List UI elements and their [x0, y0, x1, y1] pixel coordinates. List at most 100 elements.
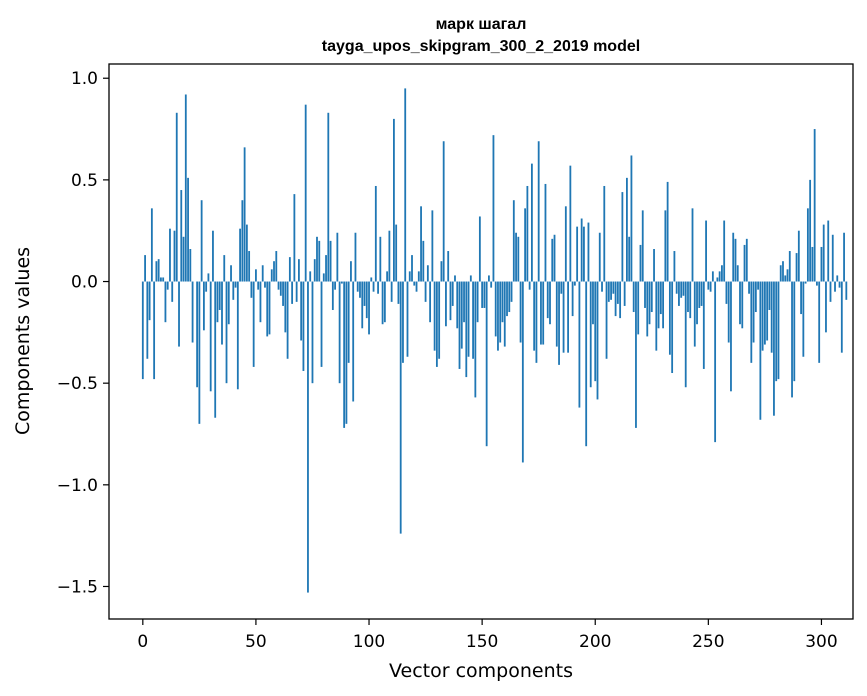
bar	[555, 281, 558, 347]
bar	[275, 251, 278, 282]
bar	[214, 281, 217, 418]
bar	[478, 216, 481, 282]
bar	[413, 281, 416, 286]
bar	[153, 281, 156, 380]
bar	[825, 281, 827, 333]
bar	[528, 281, 531, 290]
bar	[682, 281, 685, 296]
bar	[635, 281, 637, 428]
bar	[209, 281, 212, 392]
bar	[221, 281, 223, 345]
bar	[809, 179, 812, 282]
bar	[666, 181, 669, 282]
bar	[397, 281, 400, 304]
bar	[707, 281, 710, 290]
bar	[662, 281, 664, 329]
bar	[300, 281, 303, 341]
bar	[225, 281, 228, 384]
bar	[379, 236, 382, 282]
bar	[286, 281, 289, 359]
bar	[255, 269, 257, 282]
bar	[784, 275, 787, 282]
bar	[816, 281, 818, 286]
bar	[501, 281, 504, 323]
bar	[797, 230, 800, 282]
bar	[693, 281, 696, 347]
x-tick-label: 200	[579, 632, 611, 652]
bar	[517, 236, 520, 282]
bar	[619, 281, 622, 319]
bar	[178, 281, 180, 347]
bar	[492, 135, 495, 282]
bar	[393, 118, 395, 282]
bar	[329, 240, 332, 282]
bar	[198, 281, 201, 424]
bar	[155, 261, 158, 282]
bar	[261, 265, 264, 282]
x-tick-label: 300	[805, 632, 837, 652]
y-tick-label: 0.0	[71, 273, 98, 293]
bar	[395, 224, 398, 282]
bar	[605, 281, 608, 359]
bar	[456, 281, 459, 329]
bar	[311, 281, 314, 384]
bar	[616, 281, 619, 304]
bar	[279, 281, 282, 296]
bar	[497, 281, 499, 351]
bar	[598, 232, 601, 282]
bar	[589, 281, 592, 388]
bar	[374, 185, 377, 282]
bar	[508, 281, 511, 313]
bar	[184, 94, 187, 282]
bar	[626, 177, 628, 282]
bar	[166, 281, 169, 290]
bar	[415, 281, 418, 292]
bar	[336, 232, 339, 282]
bar	[352, 281, 355, 402]
bar	[542, 281, 545, 345]
bar	[655, 281, 658, 351]
bar	[770, 281, 773, 353]
bar	[718, 271, 721, 282]
bar	[422, 240, 425, 282]
bar	[252, 281, 255, 367]
bar	[377, 281, 379, 294]
bar	[189, 249, 192, 282]
bar	[761, 281, 764, 351]
bar	[630, 155, 633, 282]
bar	[614, 281, 617, 317]
bar	[463, 281, 465, 323]
bar	[813, 129, 816, 282]
bar	[239, 228, 241, 282]
bar	[741, 281, 744, 329]
bar	[259, 281, 262, 323]
bar	[657, 281, 660, 329]
bar	[804, 281, 807, 284]
bar	[474, 281, 477, 398]
bar	[169, 228, 171, 282]
bar	[639, 244, 642, 282]
bar	[668, 281, 671, 355]
bar	[544, 183, 547, 282]
bar	[795, 253, 798, 282]
bar	[191, 281, 194, 343]
chart-subtitle: tayga_upos_skipgram_300_2_2019 model	[322, 38, 640, 55]
bar	[402, 281, 404, 363]
bar	[811, 246, 814, 282]
bar	[354, 232, 357, 282]
bar	[560, 281, 563, 294]
bar	[578, 281, 581, 408]
bar	[469, 275, 472, 282]
bar	[361, 281, 364, 329]
bar	[345, 281, 348, 424]
bar	[628, 236, 631, 282]
bar	[698, 281, 701, 308]
bar	[460, 281, 463, 349]
bar	[734, 238, 737, 282]
bar	[388, 230, 391, 282]
bar	[490, 281, 493, 288]
bar	[768, 281, 771, 310]
bar	[621, 192, 624, 282]
bar	[623, 281, 626, 306]
